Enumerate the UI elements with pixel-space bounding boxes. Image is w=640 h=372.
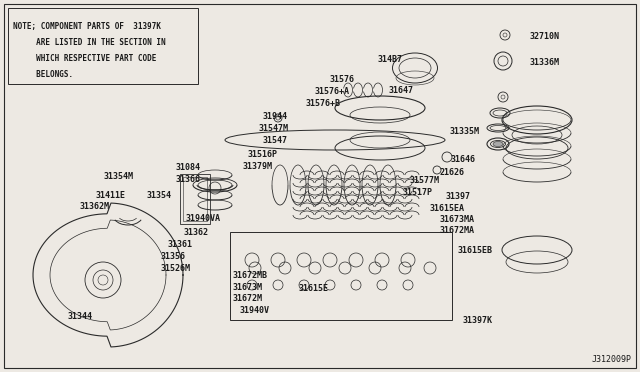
Text: 31615EA: 31615EA [430,204,465,213]
Text: 31356: 31356 [161,252,186,261]
Text: 31673M: 31673M [233,283,263,292]
Text: 314B7: 314B7 [378,55,403,64]
Bar [180,174,210,224]
Text: 31354M: 31354M [104,172,134,181]
Text: 31362M: 31362M [80,202,110,211]
Text: 31944: 31944 [263,112,288,121]
Text: 31547: 31547 [263,136,288,145]
Text: 31615E: 31615E [299,284,329,293]
Text: 31577M: 31577M [410,176,440,185]
Text: 31672MA: 31672MA [440,226,475,235]
Text: 31397K: 31397K [463,316,493,325]
Text: 31517P: 31517P [403,188,433,197]
Bar [8,8,198,84]
Text: 31576+A: 31576+A [315,87,350,96]
Text: 31673MA: 31673MA [440,215,475,224]
Text: 31336M: 31336M [530,58,560,67]
Text: 31940V: 31940V [240,306,270,315]
Text: 31379M: 31379M [243,162,273,171]
Text: 31344: 31344 [68,312,93,321]
Text: 31335M: 31335M [450,127,480,136]
Bar [230,232,452,320]
Bar [183,177,207,221]
Text: 31672MB: 31672MB [233,271,268,280]
Text: 31361: 31361 [168,240,193,249]
Text: 31516P: 31516P [248,150,278,159]
Text: 31647: 31647 [389,86,414,95]
Text: 31362: 31362 [184,228,209,237]
Text: 31576: 31576 [330,75,355,84]
Text: 31672M: 31672M [233,294,263,303]
Text: 31576+B: 31576+B [306,99,341,108]
Text: 31366: 31366 [176,175,201,184]
Text: 31526M: 31526M [161,264,191,273]
Text: BELONGS.: BELONGS. [13,70,73,79]
Text: 21626: 21626 [440,168,465,177]
Text: 31397: 31397 [446,192,471,201]
Text: WHICH RESPECTIVE PART CODE: WHICH RESPECTIVE PART CODE [13,54,156,63]
Text: 31411E: 31411E [96,191,126,200]
Text: 31940VA: 31940VA [186,214,221,223]
Text: ARE LISTED IN THE SECTION IN: ARE LISTED IN THE SECTION IN [13,38,166,47]
Text: 31646: 31646 [451,155,476,164]
Ellipse shape [493,141,503,147]
Text: 31354: 31354 [147,191,172,200]
Text: 31615EB: 31615EB [458,246,493,255]
Text: 32710N: 32710N [530,32,560,41]
Text: J312009P: J312009P [592,355,632,364]
Text: 31084: 31084 [176,163,201,172]
Text: 31547M: 31547M [259,124,289,133]
Text: NOTE; COMPONENT PARTS OF  31397K: NOTE; COMPONENT PARTS OF 31397K [13,22,161,31]
